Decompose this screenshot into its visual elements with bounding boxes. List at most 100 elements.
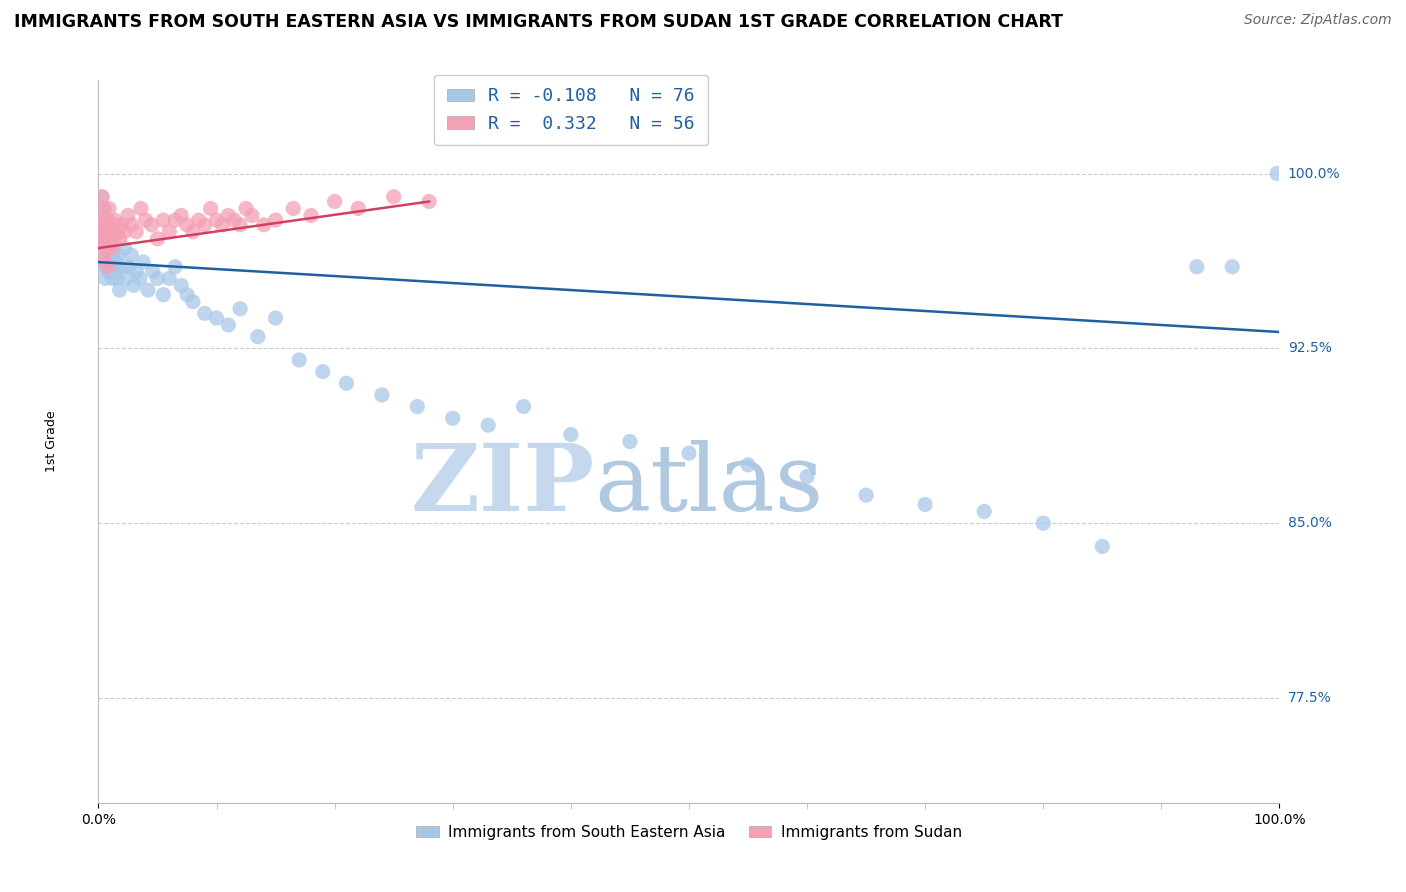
Point bbox=[112, 241, 135, 255]
Point bbox=[101, 271, 124, 285]
Point bbox=[105, 218, 128, 232]
Point bbox=[194, 306, 217, 320]
Point bbox=[121, 218, 143, 232]
Point bbox=[101, 248, 124, 262]
Point bbox=[1220, 260, 1243, 274]
Point bbox=[141, 218, 163, 232]
Point bbox=[512, 400, 534, 414]
Point bbox=[229, 301, 252, 316]
Point bbox=[1091, 540, 1114, 554]
Point bbox=[93, 236, 115, 251]
Point bbox=[96, 213, 118, 227]
Point bbox=[103, 232, 125, 246]
Point bbox=[1185, 260, 1208, 274]
Point bbox=[104, 213, 127, 227]
Text: 92.5%: 92.5% bbox=[1288, 342, 1331, 355]
Point bbox=[170, 209, 193, 223]
Point bbox=[914, 498, 936, 512]
Point bbox=[94, 255, 117, 269]
Point bbox=[122, 278, 145, 293]
Point bbox=[323, 194, 346, 209]
Point bbox=[100, 232, 122, 246]
Point bbox=[115, 271, 138, 285]
Point bbox=[107, 248, 129, 262]
Point bbox=[91, 202, 114, 216]
Point bbox=[111, 218, 134, 232]
Point bbox=[229, 218, 252, 232]
Point bbox=[91, 190, 114, 204]
Point bbox=[105, 271, 128, 285]
Point bbox=[100, 255, 122, 269]
Point bbox=[217, 209, 239, 223]
Point bbox=[129, 202, 152, 216]
Text: atlas: atlas bbox=[595, 440, 824, 530]
Point bbox=[91, 225, 114, 239]
Point bbox=[264, 213, 287, 227]
Point bbox=[111, 260, 134, 274]
Point bbox=[98, 255, 121, 269]
Point bbox=[97, 236, 120, 251]
Point bbox=[90, 225, 112, 239]
Point bbox=[98, 225, 121, 239]
Point bbox=[97, 213, 120, 227]
Point bbox=[441, 411, 464, 425]
Point bbox=[93, 232, 115, 246]
Point bbox=[165, 260, 187, 274]
Point bbox=[855, 488, 877, 502]
Point bbox=[96, 260, 118, 274]
Point bbox=[335, 376, 357, 391]
Text: 100.0%: 100.0% bbox=[1288, 167, 1340, 180]
Point bbox=[1032, 516, 1054, 530]
Point bbox=[146, 271, 169, 285]
Point bbox=[97, 248, 120, 262]
Point bbox=[98, 225, 121, 239]
Point bbox=[97, 264, 120, 278]
Point bbox=[796, 469, 818, 483]
Point bbox=[288, 353, 311, 368]
Point bbox=[205, 213, 228, 227]
Point bbox=[152, 213, 174, 227]
Point bbox=[737, 458, 759, 472]
Point bbox=[560, 427, 582, 442]
Point bbox=[200, 202, 222, 216]
Point bbox=[93, 202, 115, 216]
Point bbox=[136, 283, 159, 297]
Point bbox=[94, 218, 117, 232]
Point bbox=[165, 213, 187, 227]
Point bbox=[96, 225, 118, 239]
Point bbox=[418, 194, 440, 209]
Point bbox=[108, 283, 131, 297]
Point bbox=[217, 318, 239, 332]
Point bbox=[176, 218, 198, 232]
Point bbox=[406, 400, 429, 414]
Point bbox=[973, 504, 995, 518]
Point bbox=[94, 241, 117, 255]
Point bbox=[93, 218, 115, 232]
Point bbox=[619, 434, 641, 449]
Point bbox=[382, 190, 405, 204]
Point bbox=[97, 260, 120, 274]
Text: 77.5%: 77.5% bbox=[1288, 691, 1331, 705]
Point bbox=[100, 241, 122, 255]
Text: Source: ZipAtlas.com: Source: ZipAtlas.com bbox=[1244, 13, 1392, 28]
Point bbox=[157, 271, 180, 285]
Point bbox=[187, 213, 209, 227]
Point bbox=[283, 202, 305, 216]
Point bbox=[299, 209, 322, 223]
Point bbox=[264, 311, 287, 326]
Point bbox=[91, 248, 114, 262]
Point bbox=[91, 190, 114, 204]
Point bbox=[181, 294, 204, 309]
Point bbox=[312, 365, 335, 379]
Point bbox=[118, 260, 141, 274]
Point bbox=[128, 271, 150, 285]
Point bbox=[194, 218, 217, 232]
Point bbox=[246, 329, 269, 343]
Point bbox=[91, 248, 114, 262]
Point bbox=[142, 264, 165, 278]
Point bbox=[94, 271, 117, 285]
Text: ZIP: ZIP bbox=[411, 440, 595, 530]
Point bbox=[108, 232, 131, 246]
Point bbox=[101, 225, 124, 239]
Point bbox=[96, 232, 118, 246]
